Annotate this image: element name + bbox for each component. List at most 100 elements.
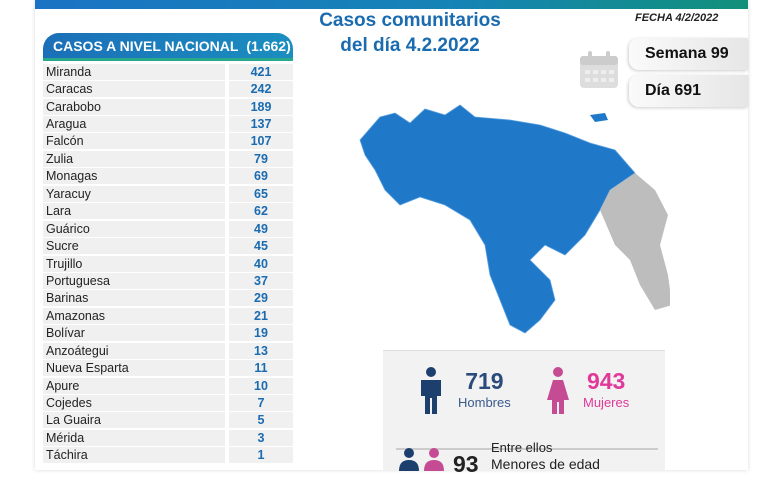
state-cases: 69 (229, 168, 293, 185)
table-row: Mérida 3 (43, 429, 293, 446)
table-row: Trujillo 40 (43, 255, 293, 272)
minors-count: 93 (453, 451, 479, 477)
state-table: Miranda 421 Caracas 242 Carabobo 189 Aragua 137… (43, 63, 293, 464)
state-name: Trujillo (43, 255, 225, 272)
state-name: Aragua (43, 116, 225, 133)
children-icon (399, 448, 444, 471)
margarita-island (590, 113, 608, 122)
men-count: 719 (465, 368, 504, 394)
table-row: Apure 10 (43, 377, 293, 394)
state-cases: 242 (229, 81, 293, 98)
title-line2: del día 4.2.2022 (340, 35, 480, 56)
women-label: Mujeres (583, 395, 630, 410)
state-cases: 40 (229, 255, 293, 272)
state-name: Zulia (43, 150, 225, 167)
table-row: Guárico 49 (43, 220, 293, 237)
state-name: Yaracuy (43, 185, 225, 202)
state-cases: 19 (229, 325, 293, 342)
table-row: Carabobo 189 (43, 98, 293, 115)
state-name: La Guaira (43, 412, 225, 429)
state-cases: 107 (229, 133, 293, 150)
state-name: Táchira (43, 447, 225, 464)
men-stat: 719 Hombres (458, 368, 511, 410)
table-row: Barinas 29 (43, 290, 293, 307)
state-cases: 62 (229, 203, 293, 220)
national-total: (1.662) (246, 37, 291, 54)
state-cases: 11 (229, 360, 293, 377)
men-label: Hombres (458, 395, 511, 410)
state-name: Carabobo (43, 98, 225, 115)
venezuela-states (359, 104, 636, 334)
table-header: CASOS A NIVEL NACIONAL (1.662) (43, 33, 293, 61)
state-name: Cojedes (43, 395, 225, 412)
table-row: Falcón 107 (43, 133, 293, 150)
table-title: CASOS A NIVEL NACIONAL (53, 37, 239, 54)
venezuela-map (359, 104, 670, 334)
calendar-icon (580, 51, 618, 88)
state-cases: 21 (229, 307, 293, 324)
man-icon (421, 367, 441, 414)
infographic: CASOS A NIVEL NACIONAL (1.662) Miranda 421… (35, 0, 748, 477)
page-title: Casos comunitarios del día 4.2.2022 (305, 8, 515, 58)
state-name: Anzoátegui (43, 342, 225, 359)
top-banner (35, 0, 748, 9)
table-row: Nueva Esparta 11 (43, 359, 293, 377)
table-row: Yaracuy 65 (43, 185, 293, 202)
state-name: Apure (43, 377, 225, 394)
divider (396, 448, 658, 450)
state-cases: 29 (229, 290, 293, 307)
table-row: Sucre 45 (43, 237, 293, 255)
state-name: Mérida (43, 429, 225, 446)
state-name: Nueva Esparta (43, 360, 225, 377)
day-label: Día 691 (645, 82, 702, 99)
state-cases: 79 (229, 150, 293, 167)
state-name: Miranda (43, 63, 225, 80)
table-row: Lara 62 (43, 203, 293, 220)
state-name: Guárico (43, 220, 225, 237)
woman-icon (547, 367, 569, 414)
state-cases: 5 (229, 412, 293, 429)
state-name: Barinas (43, 290, 225, 307)
table-row: Zulia 79 (43, 150, 293, 167)
state-cases: 65 (229, 185, 293, 202)
date-label: FECHA 4/2/2022 (635, 12, 719, 24)
minors-label: Menores de edad (491, 456, 600, 472)
table-row: Bolívar 19 (43, 325, 293, 342)
state-name: Caracas (43, 81, 225, 98)
table-row: Cojedes 7 (43, 394, 293, 412)
state-name: Bolívar (43, 325, 225, 342)
state-cases: 45 (229, 238, 293, 255)
among-them-label: Entre ellos (491, 440, 553, 455)
guayana-esequiba (600, 173, 670, 310)
table-row: La Guaira 5 (43, 412, 293, 429)
table-row: Monagas 69 (43, 168, 293, 185)
state-name: Amazonas (43, 307, 225, 324)
table-row: Caracas 242 (43, 80, 293, 98)
state-cases: 3 (229, 429, 293, 446)
women-stat: 943 Mujeres (583, 368, 629, 410)
state-name: Monagas (43, 168, 225, 185)
state-cases: 137 (229, 116, 293, 133)
state-name: Lara (43, 203, 225, 220)
table-row: Aragua 137 (43, 115, 293, 133)
state-cases: 421 (229, 63, 293, 80)
table-row: Anzoátegui 13 (43, 342, 293, 359)
state-cases: 1 (229, 447, 293, 464)
day-badge: Día 691 (629, 75, 748, 107)
state-name: Sucre (43, 238, 225, 255)
demographics-panel: 719 Hombres 943 Mujeres Entre ellos 93 M… (383, 350, 665, 477)
table-row: Portuguesa 37 (43, 272, 293, 289)
state-cases: 49 (229, 220, 293, 237)
state-cases: 10 (229, 377, 293, 394)
state-cases: 7 (229, 395, 293, 412)
state-name: Falcón (43, 133, 225, 150)
table-row: Miranda 421 (43, 63, 293, 80)
week-badge: Semana 99 (629, 38, 748, 70)
title-line1: Casos comunitarios (319, 10, 501, 31)
table-row: Táchira 1 (43, 447, 293, 464)
table-row: Amazonas 21 (43, 307, 293, 324)
week-label: Semana 99 (645, 45, 729, 62)
state-cases: 37 (229, 272, 293, 289)
state-cases: 13 (229, 342, 293, 359)
state-name: Portuguesa (43, 272, 225, 289)
